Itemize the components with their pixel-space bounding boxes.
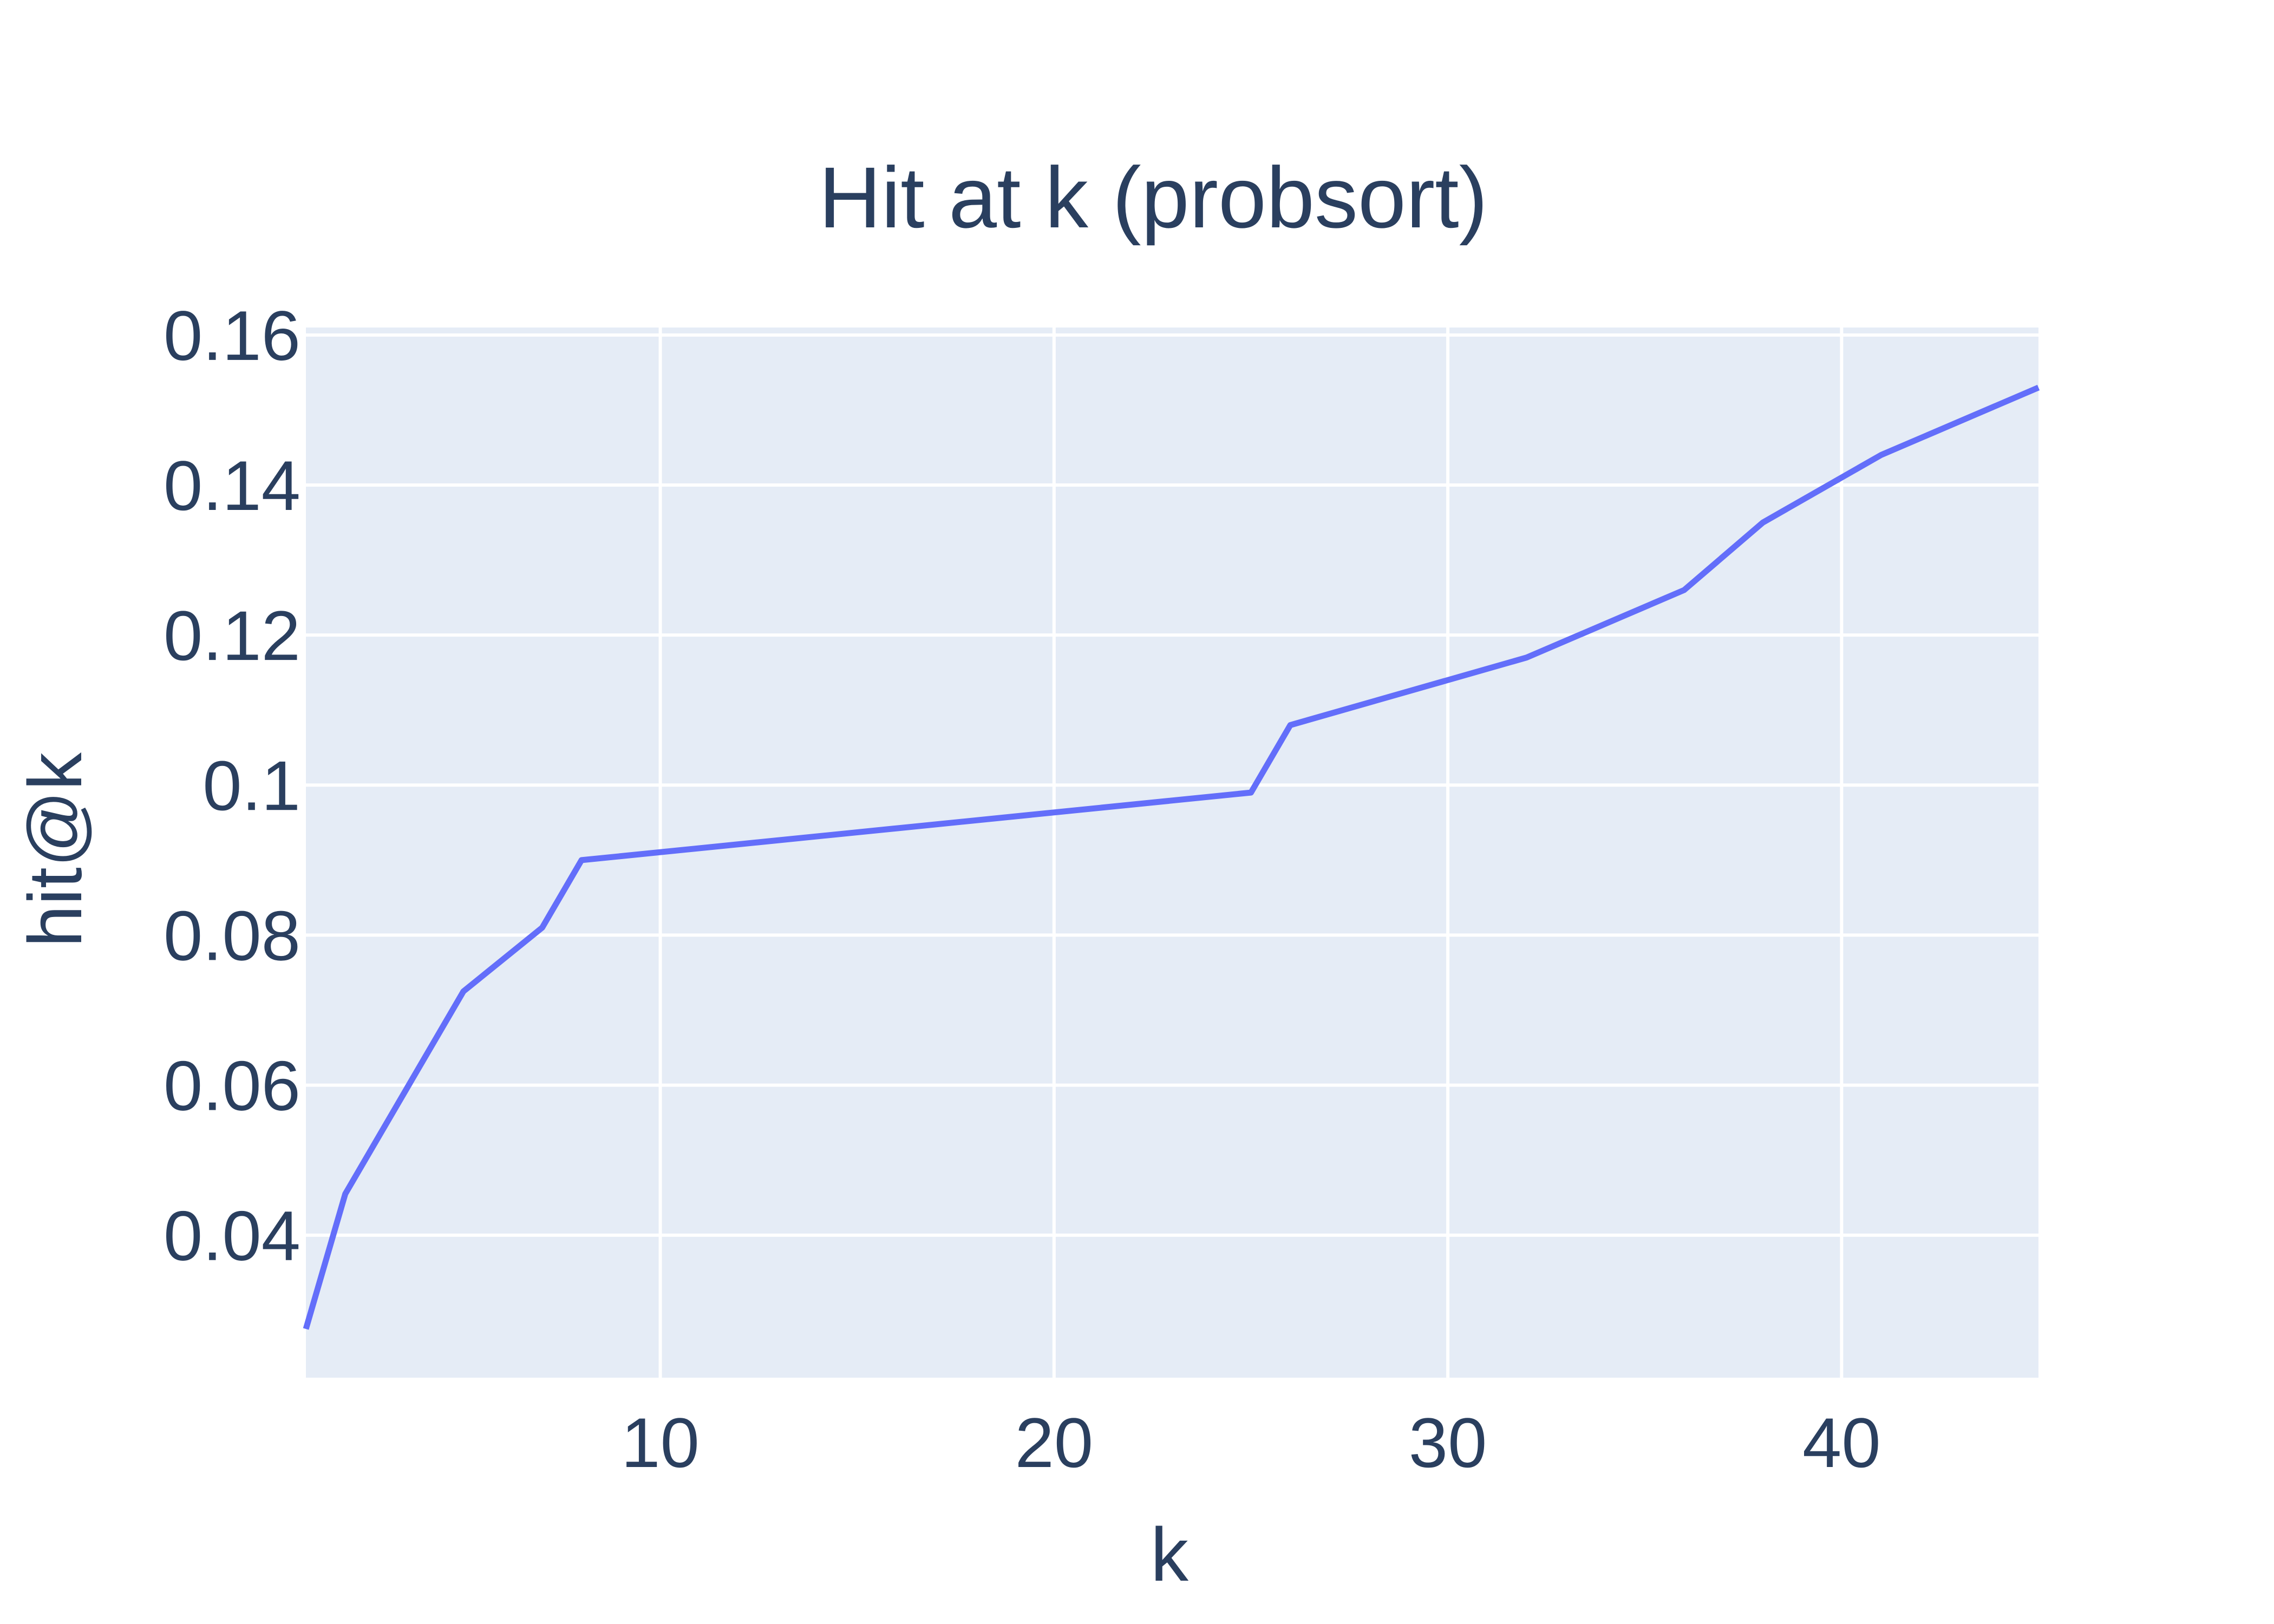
y-tick-label: 0.08 (164, 896, 300, 975)
y-tick-label: 0.14 (164, 446, 300, 525)
x-tick-label: 40 (1802, 1403, 1881, 1482)
tick-labels: 10 20 30 40 0.04 0.06 0.08 0.1 0.12 0.14 0.16 (164, 296, 1881, 1482)
series-layer (303, 384, 2040, 1330)
x-axis-title: k (1151, 1512, 1189, 1597)
plot-area (306, 328, 2038, 1378)
x-tick-label: 20 (1015, 1403, 1094, 1482)
y-tick-label: 0.16 (164, 296, 300, 375)
series-line (303, 384, 2040, 1330)
grid-lines (306, 328, 2038, 1378)
y-axis-title: hit@k (12, 752, 97, 947)
chart-title: Hit at k (probsort) (819, 149, 1488, 246)
y-tick-label: 0.06 (164, 1046, 300, 1125)
x-tick-label: 30 (1409, 1403, 1487, 1482)
y-tick-label: 0.1 (202, 746, 300, 825)
y-tick-label: 0.12 (164, 596, 300, 675)
x-tick-label: 10 (621, 1403, 700, 1482)
y-tick-label: 0.04 (164, 1196, 300, 1275)
